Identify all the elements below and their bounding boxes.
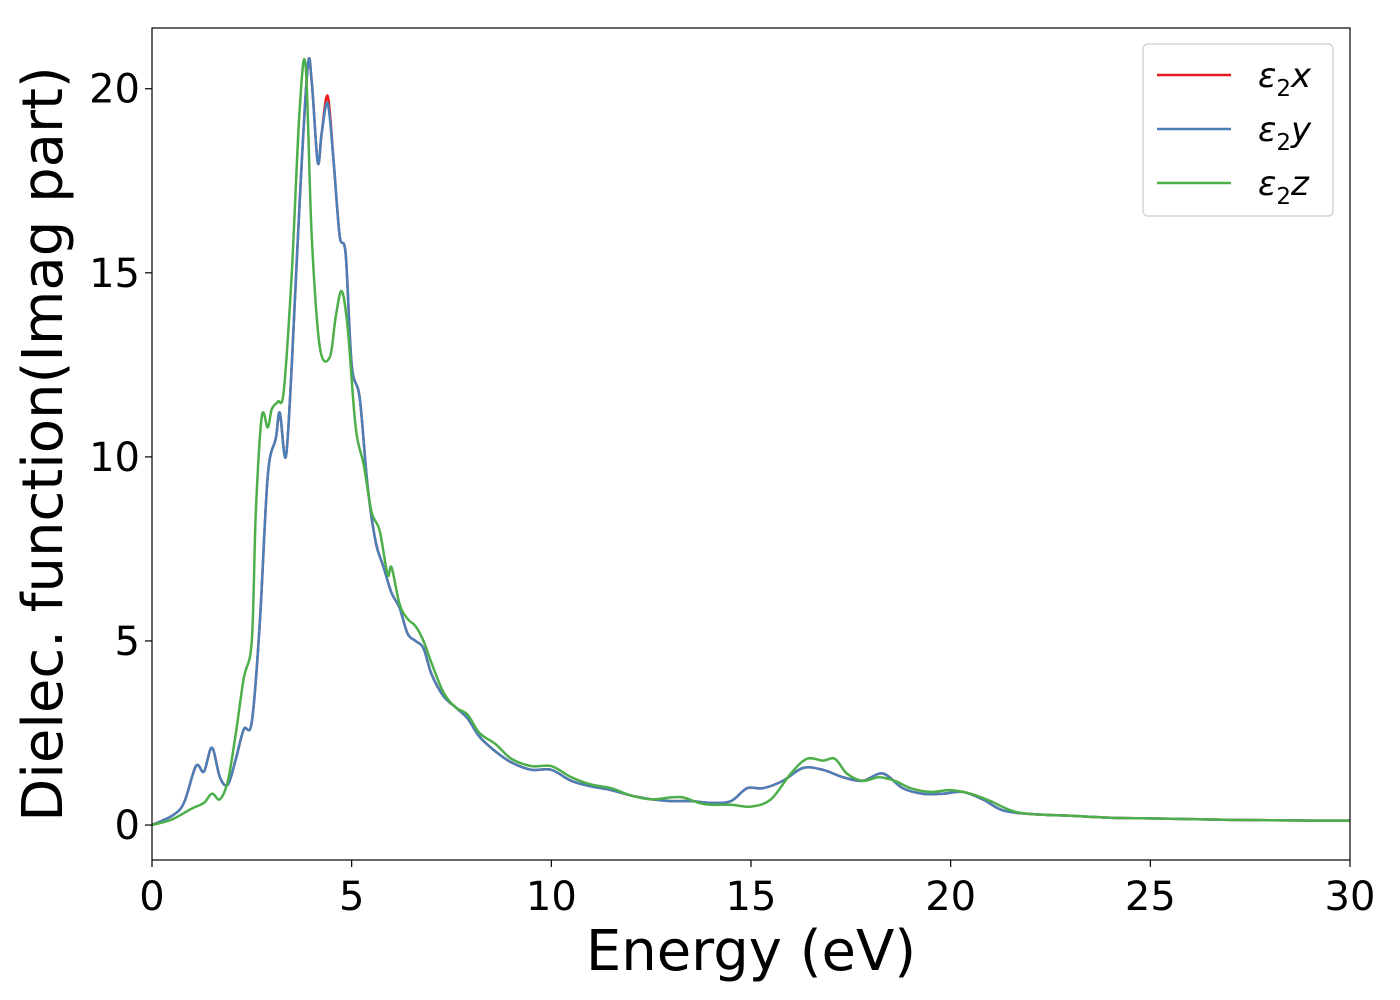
y-tick-label: 0 bbox=[115, 803, 140, 849]
axis-ticks: 0 5 10 15 20 25 30 0 5 10 15 20 bbox=[89, 67, 1375, 920]
x-tick-label: 10 bbox=[526, 874, 577, 920]
y-tick-label: 20 bbox=[89, 67, 140, 113]
legend-label: ε2z bbox=[1258, 164, 1310, 210]
x-tick-label: 5 bbox=[339, 874, 364, 920]
series-line-2 bbox=[151, 57, 1351, 827]
legend: ε2x ε2y ε2z bbox=[1142, 43, 1334, 217]
y-tick-label: 15 bbox=[89, 251, 140, 297]
y-tick-label: 5 bbox=[115, 619, 140, 665]
x-tick-label: 0 bbox=[139, 874, 164, 920]
x-tick-label: 30 bbox=[1325, 874, 1376, 920]
y-axis-title: Dielec. function(Imag part) bbox=[11, 66, 76, 822]
legend-box bbox=[1142, 43, 1334, 217]
series-line-3 bbox=[151, 58, 1351, 827]
x-axis-title: Energy (eV) bbox=[586, 919, 916, 984]
legend-label: ε2x bbox=[1258, 56, 1312, 102]
y-tick-label: 10 bbox=[89, 435, 140, 481]
legend-label: ε2y bbox=[1258, 110, 1312, 156]
series-lines bbox=[151, 57, 1351, 827]
x-tick-label: 25 bbox=[1125, 874, 1176, 920]
x-tick-label: 15 bbox=[726, 874, 777, 920]
x-tick-label: 20 bbox=[925, 874, 976, 920]
